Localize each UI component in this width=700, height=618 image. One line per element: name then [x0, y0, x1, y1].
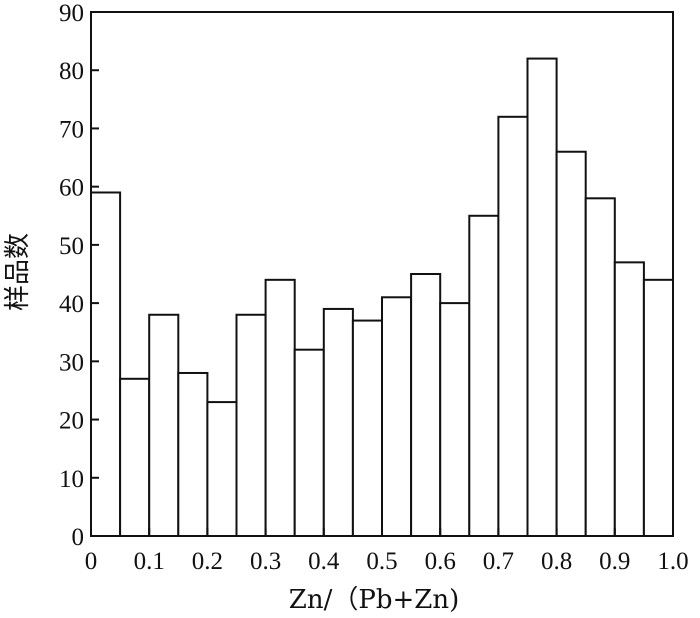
- y-tick-label: 90: [59, 0, 84, 27]
- histogram-bar: [322, 307, 354, 537]
- bars-group: [90, 57, 675, 538]
- y-tick-label: 70: [59, 116, 84, 143]
- histogram-bar: [264, 278, 296, 537]
- x-tick-label: 0.5: [366, 548, 397, 575]
- y-tick-label: 0: [72, 524, 85, 551]
- x-tick-label: 0: [85, 548, 98, 575]
- x-tick-label: 0.4: [308, 548, 340, 575]
- histogram-bar: [177, 371, 209, 537]
- histogram-bar: [293, 348, 325, 538]
- histogram-bar: [439, 302, 471, 537]
- x-tick-label: 1.0: [657, 548, 688, 575]
- y-tick-label: 10: [59, 466, 84, 493]
- histogram-bar: [468, 214, 500, 537]
- histogram-bar: [148, 313, 180, 537]
- x-tick-label: 0.2: [192, 548, 223, 575]
- histogram-bar: [119, 377, 151, 537]
- y-tick-label: 30: [59, 349, 84, 376]
- y-tick-label: 40: [59, 291, 84, 318]
- x-tick-label: 0.7: [483, 548, 514, 575]
- y-tick-label: 60: [59, 175, 84, 202]
- histogram-bar: [555, 150, 587, 537]
- histogram-bar: [410, 273, 442, 537]
- histogram-bar: [613, 261, 645, 537]
- x-tick-label: 0.8: [541, 548, 572, 575]
- histogram-bar: [206, 401, 238, 538]
- histogram-bar: [642, 278, 675, 537]
- x-tick-label: 0.3: [250, 548, 281, 575]
- ticks-group: [90, 11, 674, 537]
- x-axis-title: Zn/（Pb+Zn): [289, 585, 459, 615]
- x-tick-label: 0.9: [599, 548, 630, 575]
- y-tick-label: 20: [59, 408, 84, 435]
- x-tick-label: 0.6: [425, 548, 456, 575]
- y-tick-label: 50: [59, 233, 84, 260]
- tick-labels-group: 0 0.1 0.2 0.3 0.4 0.5 0.6 0.7 0.8 0.9 1.0 0 10 20 30 40…: [59, 0, 689, 575]
- y-tick-label: 80: [59, 58, 84, 85]
- y-axis-title: 样品数: [3, 233, 33, 311]
- histogram-bar: [526, 57, 558, 537]
- histogram-bar: [381, 296, 413, 537]
- histogram-bar: [235, 313, 267, 537]
- x-tick-label: 0.1: [134, 548, 165, 575]
- histogram-bar: [351, 319, 383, 538]
- histogram-bar: [497, 115, 529, 538]
- histogram-bar: [584, 197, 616, 538]
